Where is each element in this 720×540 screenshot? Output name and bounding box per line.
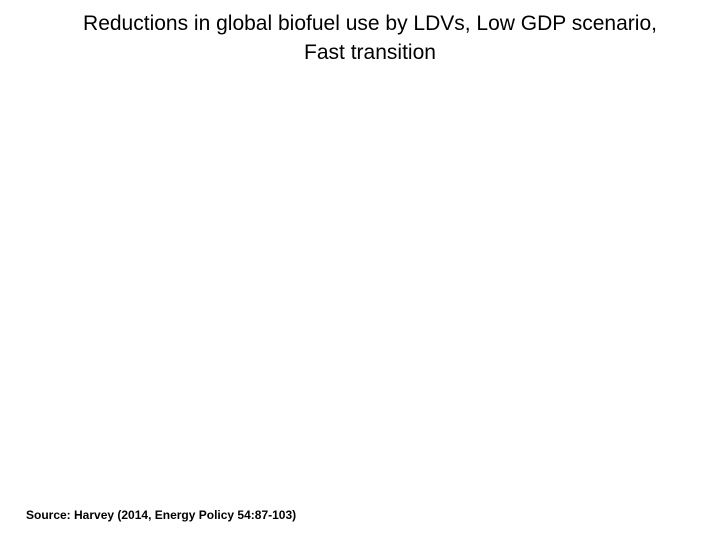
slide-title-line-1: Reductions in global biofuel use by LDVs… <box>83 12 657 35</box>
slide-content-area <box>20 80 700 500</box>
source-citation: Source: Harvey (2014, Energy Policy 54:8… <box>26 508 297 522</box>
slide-title: Reductions in global biofuel use by LDVs… <box>20 9 720 67</box>
slide-title-line-2: Fast transition <box>304 41 436 64</box>
